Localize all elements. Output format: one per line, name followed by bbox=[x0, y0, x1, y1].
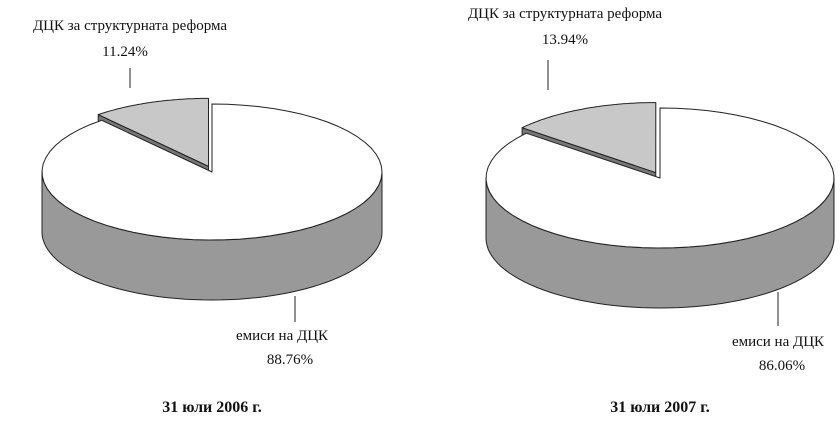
slice-label: ДЦК за структурната реформа bbox=[468, 6, 662, 22]
pie-slice bbox=[97, 97, 210, 167]
slice-value-label: 11.24% bbox=[102, 44, 148, 60]
pie-slice bbox=[41, 103, 383, 241]
slice-label: емиси на ДЦК bbox=[236, 328, 329, 344]
pie-slice bbox=[521, 102, 657, 174]
chart-title: 31 юли 2006 г. bbox=[162, 399, 261, 416]
slice-value-label: 13.94% bbox=[542, 32, 588, 48]
slice-label: ДЦК за структурната реформа bbox=[33, 18, 227, 34]
slice-value-label: 86.06% bbox=[759, 358, 805, 374]
pie-slice bbox=[485, 107, 835, 249]
slice-label: емиси на ДЦК bbox=[732, 334, 825, 350]
slice-value-label: 88.76% bbox=[267, 352, 313, 368]
chart-title: 31 юли 2007 г. bbox=[610, 399, 709, 416]
